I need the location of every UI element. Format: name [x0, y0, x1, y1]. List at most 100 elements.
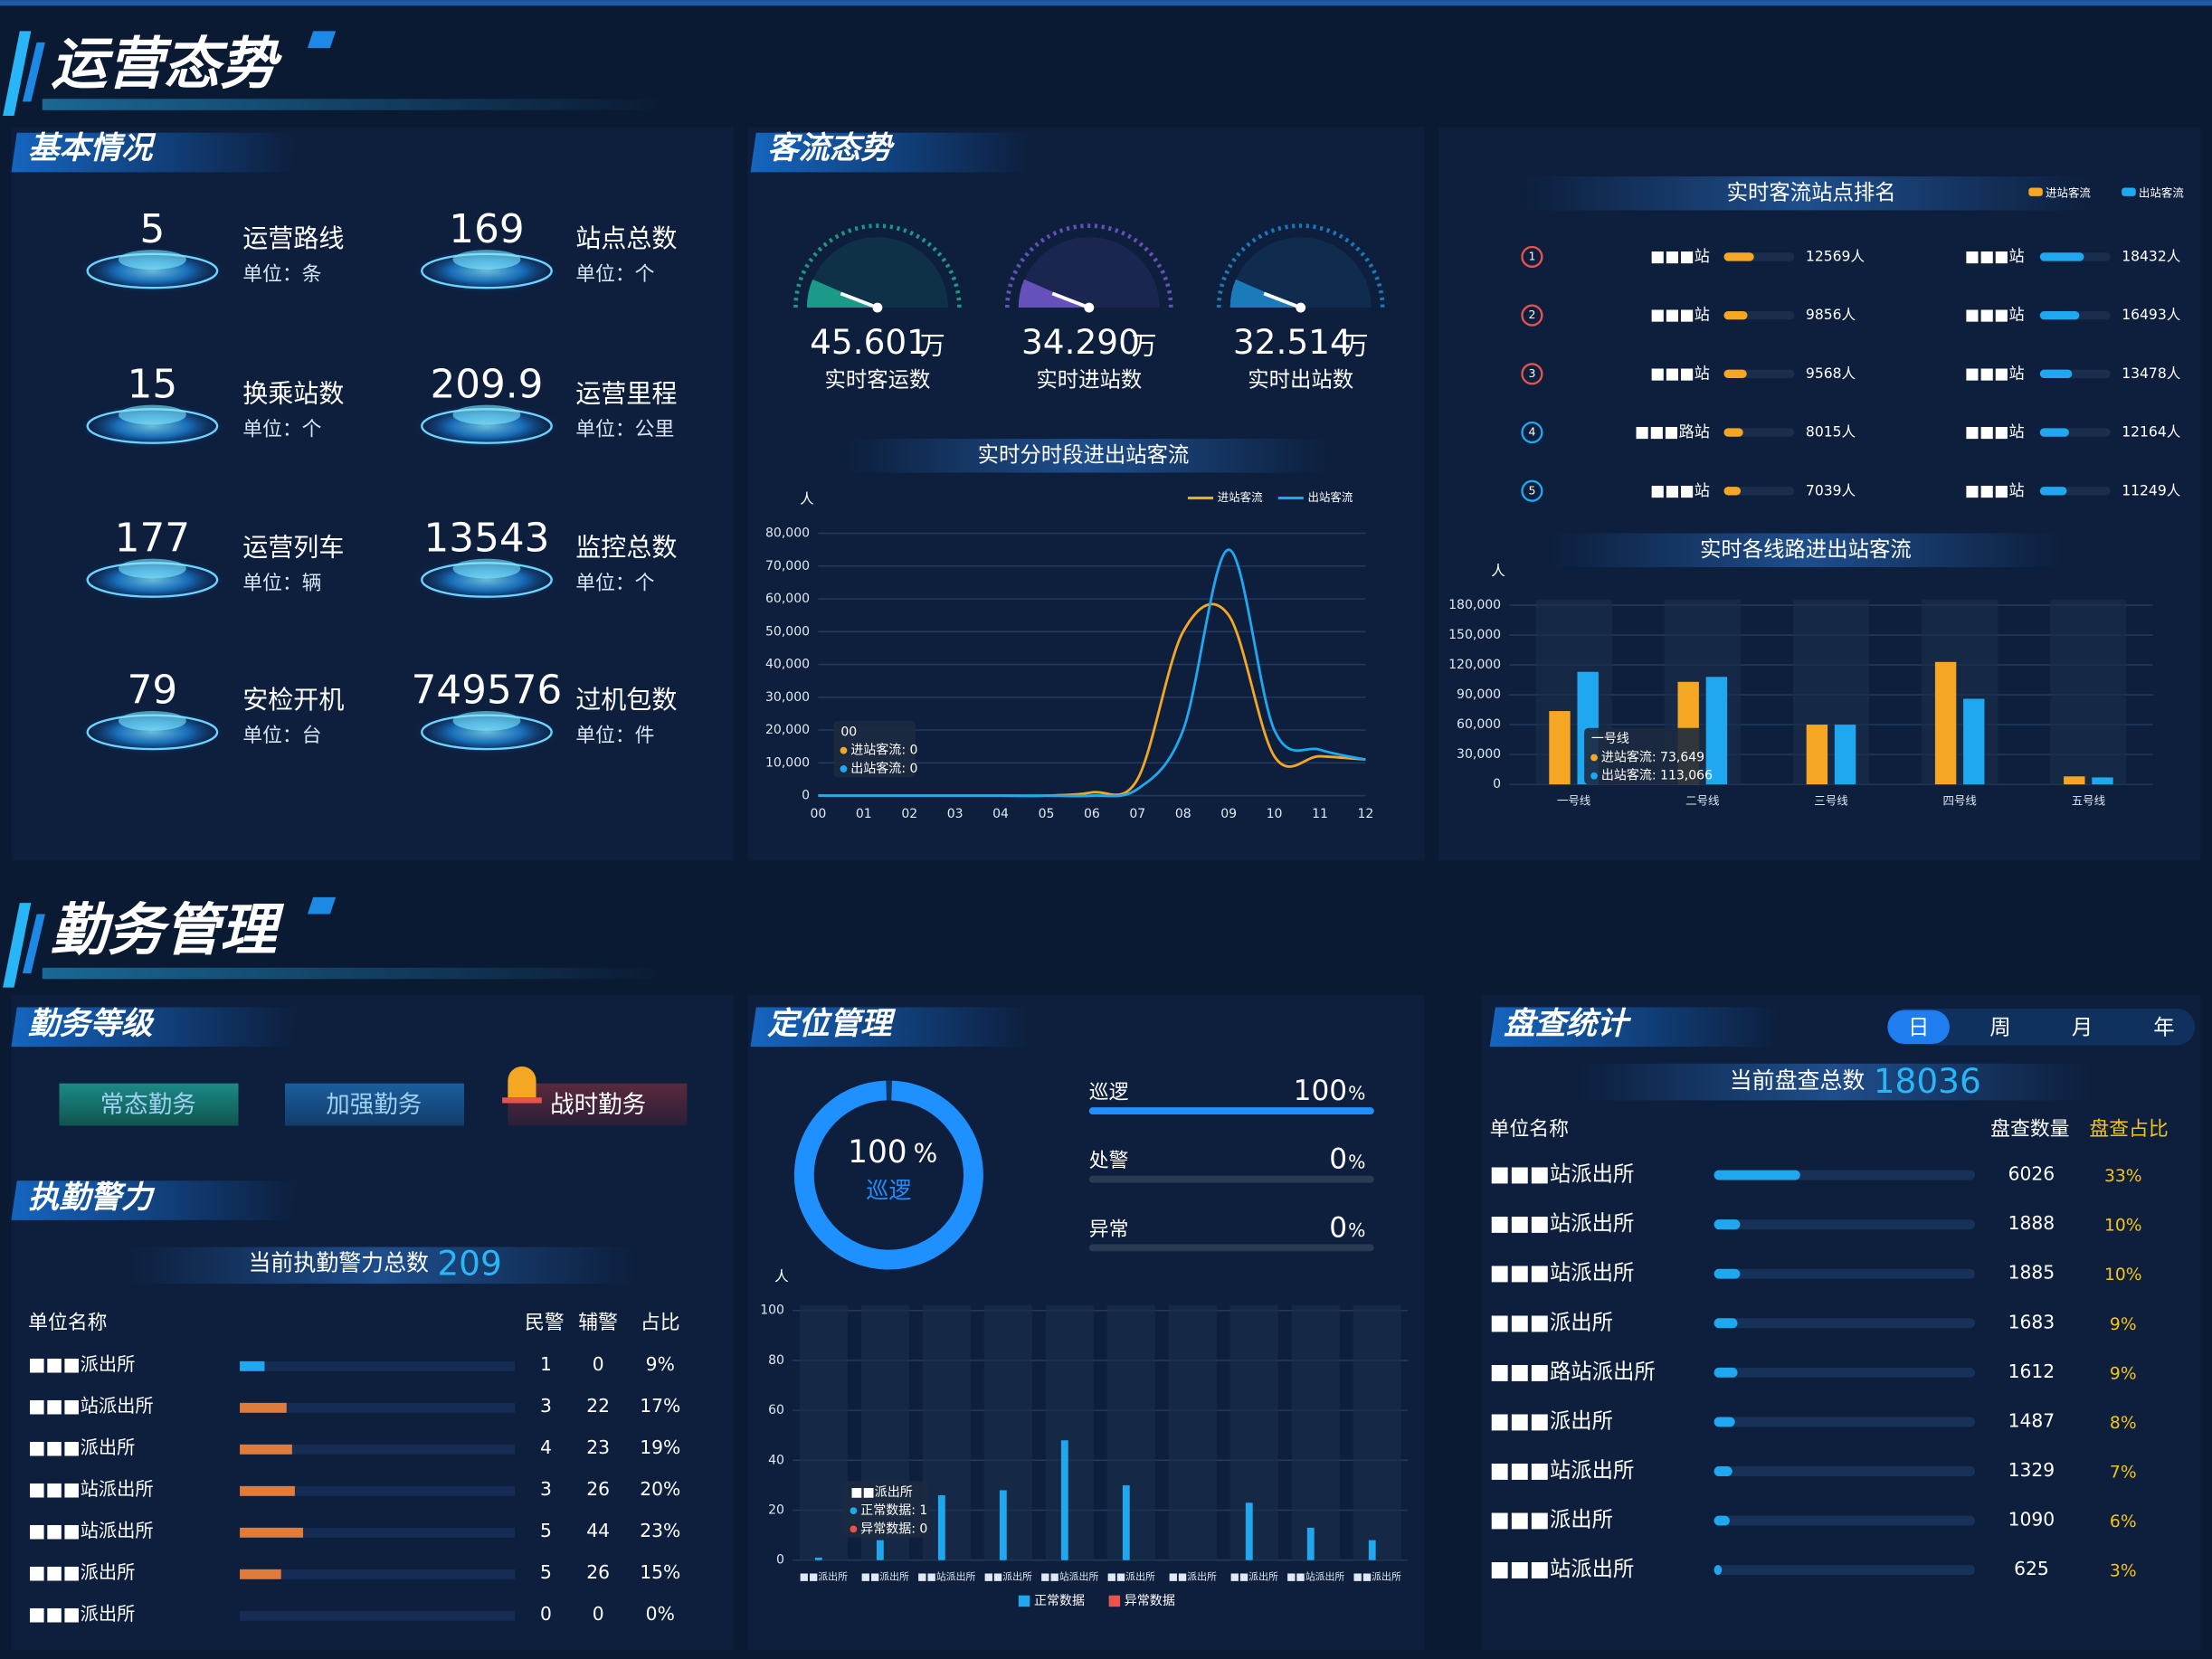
- stat-value: 169: [449, 206, 524, 252]
- column-bg: [1106, 1304, 1155, 1560]
- bar-track: [1714, 1565, 1976, 1576]
- bar-track: [240, 1402, 516, 1413]
- bar: [1714, 1565, 1723, 1576]
- tab[interactable]: 年: [2153, 1014, 2174, 1039]
- column-header: 单位名称: [28, 1312, 107, 1334]
- alarm-base: [502, 1097, 542, 1104]
- platform-core: [452, 250, 521, 270]
- duty-button[interactable]: [59, 1083, 239, 1126]
- bar: [2039, 428, 2069, 437]
- tab[interactable]: 月: [2072, 1014, 2093, 1039]
- gauge-value: 45.601: [810, 322, 928, 362]
- tooltip-line: 正常数据: 1: [860, 1503, 927, 1518]
- tooltip-dot: [850, 1507, 858, 1515]
- duty-button-label: 战时勤务: [550, 1091, 646, 1119]
- column-header: 盘查占比: [2089, 1118, 2168, 1141]
- duty-button-label: 常态勤务: [100, 1091, 196, 1119]
- rank-badge: [1521, 363, 1543, 385]
- auxiliary-count: 0: [593, 1603, 604, 1625]
- share-label: 3%: [2110, 1562, 2137, 1581]
- x-tick-label: 01: [856, 807, 872, 821]
- legend-swatch: [2122, 187, 2136, 196]
- tooltip-line: 出站客流: 113,066: [1601, 768, 1713, 783]
- section-title: 勤务管理: [51, 896, 284, 962]
- y-tick-label: 120,000: [1448, 658, 1501, 672]
- bar: [240, 1444, 292, 1455]
- tooltip-dot: [840, 765, 848, 773]
- line-series: [818, 548, 1366, 798]
- count: 6026: [2008, 1163, 2055, 1185]
- platform-core: [118, 250, 186, 270]
- x-tick-label: 二号线: [1685, 793, 1719, 807]
- tab[interactable]: 周: [1989, 1014, 2010, 1039]
- x-tick-label: 五号线: [2072, 793, 2105, 807]
- column-bg: [1045, 1304, 1094, 1560]
- duty-button-label: 加强勤务: [326, 1091, 422, 1119]
- share-label: 8%: [2110, 1414, 2137, 1433]
- stat-unit: 单位：个: [242, 419, 321, 441]
- bar: [1714, 1367, 1738, 1378]
- total-value: 209: [437, 1243, 501, 1283]
- x-tick-label: ■■站派出所: [1040, 1569, 1098, 1582]
- platform-glow: [79, 709, 226, 755]
- unit-name: ■■■派出所: [1490, 1408, 1613, 1433]
- share-label: 9%: [2110, 1364, 2137, 1383]
- auxiliary-count: 0: [593, 1353, 604, 1375]
- x-tick-label: 02: [901, 807, 917, 821]
- y-tick-label: 180,000: [1448, 598, 1501, 612]
- share-label: 9%: [646, 1353, 675, 1375]
- share-label: 23%: [640, 1520, 680, 1541]
- bar: [937, 1494, 945, 1560]
- tab-active[interactable]: [1887, 1010, 1950, 1045]
- y-tick-label: 50,000: [765, 624, 810, 639]
- platform-glow: [79, 557, 226, 602]
- platform-core: [452, 404, 521, 425]
- unit-name: ■■■派出所: [1490, 1507, 1613, 1532]
- police-count: 4: [540, 1436, 552, 1458]
- stat-label: 运营里程: [575, 379, 677, 409]
- gauge-unit: 万: [1343, 331, 1368, 361]
- bar: [1723, 369, 1747, 379]
- column-bg: [799, 1304, 848, 1560]
- stat-value: 79: [128, 668, 178, 714]
- bar: [1963, 698, 1985, 785]
- duty-button[interactable]: [284, 1083, 465, 1126]
- rank-number: 4: [1528, 425, 1535, 439]
- bar: [1934, 661, 1957, 785]
- total-value: 18036: [1874, 1061, 1981, 1101]
- bar: [240, 1485, 295, 1496]
- duty-button[interactable]: [508, 1083, 688, 1126]
- stat-value: 209.9: [430, 361, 543, 407]
- stat-unit: 单位：公里: [575, 419, 674, 441]
- y-tick-label: 80: [768, 1353, 784, 1368]
- station-name: ■■■站: [1650, 482, 1710, 500]
- bar: [814, 1557, 822, 1560]
- column-bg: [922, 1304, 971, 1560]
- bar: [1705, 677, 1728, 785]
- unit-name: ■■■路站派出所: [1490, 1359, 1656, 1384]
- count: 1885: [2008, 1262, 2055, 1284]
- bar: [1714, 1170, 1800, 1180]
- column-header: 占比: [641, 1312, 680, 1334]
- unit-name: ■■■站派出所: [1490, 1210, 1635, 1236]
- panel-title: 盘查统计: [1504, 1006, 1631, 1042]
- column-bg: [2050, 599, 2127, 785]
- bar: [1723, 310, 1748, 320]
- tooltip: [833, 720, 916, 778]
- x-tick-label: ■■派出所: [1169, 1569, 1217, 1582]
- stat-value: 749576: [412, 668, 563, 714]
- station-name: ■■■路站: [1635, 423, 1710, 441]
- stat-label: 站点总数: [575, 223, 677, 253]
- bar: [1306, 1527, 1315, 1560]
- gauge-needle: [1051, 291, 1090, 309]
- police-count: 5: [540, 1520, 552, 1541]
- stat-label: 运营路线: [242, 223, 344, 253]
- police-count: 1: [540, 1353, 552, 1375]
- stat-value: 13543: [424, 515, 550, 561]
- bar: [1714, 1318, 1738, 1329]
- platform-glow: [413, 557, 561, 602]
- stat-label: 过机包数: [575, 685, 677, 715]
- tab[interactable]: 日: [1908, 1014, 1929, 1039]
- rank-number: 2: [1528, 308, 1535, 321]
